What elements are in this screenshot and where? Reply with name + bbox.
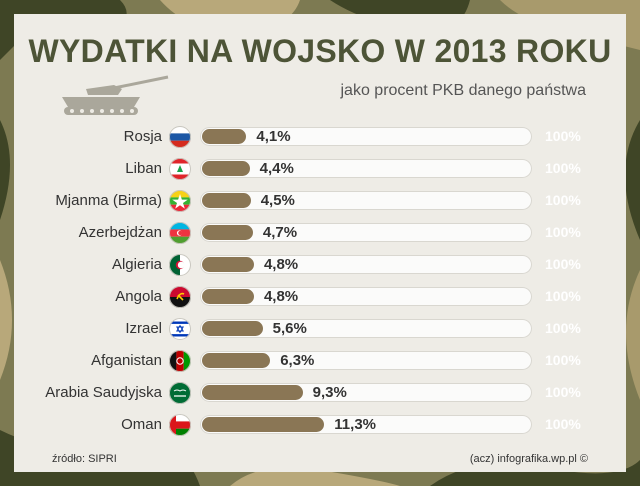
country-label: Liban <box>125 160 162 177</box>
israel-flag-icon <box>169 318 191 340</box>
bar-track: 4,1% <box>200 127 532 146</box>
chart-row: Arabia Saudyjska 9,3% 100% <box>0 381 640 405</box>
max-label: 100% <box>545 384 581 400</box>
page-title: WYDATKI NA WOJSKO W 2013 ROKU <box>28 33 612 69</box>
bar-track: 5,6% <box>200 319 532 338</box>
chart-row: Algieria 4,8% 100% <box>0 253 640 277</box>
country-label: Azerbejdżan <box>78 224 162 241</box>
bar-fill <box>202 417 325 432</box>
bar-fill <box>202 129 247 144</box>
credit-note: (acz) infografika.wp.pl © <box>469 453 588 465</box>
chart-row: Izrael 5,6% 100% <box>0 317 640 341</box>
bar-track: 4,4% <box>200 159 532 178</box>
value-label: 11,3% <box>334 416 377 433</box>
angola-flag-icon <box>169 286 191 308</box>
max-label: 100% <box>545 320 581 336</box>
value-label: 4,7% <box>262 224 298 241</box>
max-label: 100% <box>545 224 581 240</box>
country-label: Arabia Saudyjska <box>45 384 162 401</box>
country-label: Afganistan <box>91 352 162 369</box>
bar-fill <box>202 257 254 272</box>
value-label: 4,1% <box>256 128 291 145</box>
chart-row: Mjanma (Birma) 4,5% 100% <box>0 189 640 213</box>
max-label: 100% <box>545 256 581 272</box>
lebanon-flag-icon <box>169 158 191 180</box>
max-label: 100% <box>545 416 581 432</box>
bar-track: 4,7% <box>200 223 532 242</box>
chart-row: Afganistan 6,3% 100% <box>0 349 640 373</box>
saudi-arabia-flag-icon <box>169 382 191 404</box>
value-label: 4,8% <box>263 256 299 273</box>
value-label: 5,6% <box>272 320 307 337</box>
oman-flag-icon <box>169 414 191 436</box>
max-label: 100% <box>545 192 581 208</box>
chart-row: Oman 11,3% 100% <box>0 413 640 437</box>
value-label: 4,4% <box>259 160 294 177</box>
chart-row: Liban 4,4% 100% <box>0 157 640 181</box>
source-note: źródło: SIPRI <box>52 453 117 465</box>
max-label: 100% <box>545 352 581 368</box>
chart-row: Azerbejdżan 4,7% 100% <box>0 221 640 245</box>
bar-track: 9,3% <box>200 383 532 402</box>
chart-row: Rosja 4,1% 100% <box>0 125 640 149</box>
chart-row: Angola 4,8% 100% <box>0 285 640 309</box>
myanmar-flag-icon <box>169 190 191 212</box>
azerbaijan-flag-icon <box>169 222 191 244</box>
bar-track: 4,8% <box>200 287 532 306</box>
bar-fill <box>202 385 303 400</box>
russia-flag-icon <box>169 126 191 148</box>
bar-fill <box>202 193 251 208</box>
bar-track: 6,3% <box>200 351 532 370</box>
bar-fill <box>202 161 250 176</box>
country-label: Rosja <box>123 128 162 145</box>
bar-fill <box>202 289 254 304</box>
country-label: Angola <box>115 288 162 305</box>
max-label: 100% <box>545 160 581 176</box>
country-label: Mjanma (Birma) <box>55 192 162 209</box>
country-label: Algieria <box>111 256 162 273</box>
algeria-flag-icon <box>169 254 191 276</box>
bar-track: 4,5% <box>200 191 532 210</box>
value-label: 4,8% <box>263 288 299 305</box>
bar-fill <box>202 321 263 336</box>
bar-track: 4,8% <box>200 255 532 274</box>
value-label: 6,3% <box>280 352 315 369</box>
bar-track: 11,3% <box>200 415 532 434</box>
value-label: 4,5% <box>260 192 295 209</box>
afghanistan-flag-icon <box>169 350 191 372</box>
value-label: 9,3% <box>312 384 347 401</box>
max-label: 100% <box>545 128 581 144</box>
bar-fill <box>202 225 253 240</box>
country-label: Izrael <box>125 320 162 337</box>
max-label: 100% <box>545 288 581 304</box>
country-label: Oman <box>121 416 162 433</box>
subtitle: jako procent PKB danego państwa <box>340 82 587 99</box>
bar-fill <box>202 353 271 368</box>
tank-icon <box>62 75 169 115</box>
